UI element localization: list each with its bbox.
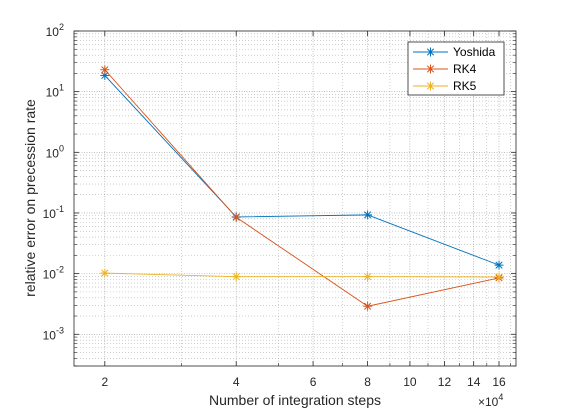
legend-label-rk5: RK5 (453, 79, 477, 93)
x-tick-label: 2 (101, 375, 108, 389)
y-tick-label: 100 (46, 143, 64, 160)
data-point-rk5 (363, 272, 373, 282)
y-tick-label: 10-3 (43, 325, 64, 342)
series-layer (100, 65, 504, 311)
data-point-yoshida (363, 210, 373, 220)
x-axis-multiplier-base: ×10 (478, 395, 499, 409)
x-tick-label: 10 (403, 375, 417, 389)
y-tick-label: 10-1 (43, 204, 64, 221)
data-point-rk5 (494, 272, 504, 282)
y-tick-label: 10-2 (43, 265, 64, 282)
data-point-rk4 (231, 212, 241, 222)
series-line-rk5 (104, 272, 500, 278)
x-axis-multiplier: ×104 (478, 392, 503, 409)
series-line-yoshida (104, 75, 500, 266)
x-tick-label: 8 (364, 375, 371, 389)
data-point-rk4 (363, 301, 373, 311)
legend-marker-rk5 (426, 81, 435, 91)
x-tick-label: 4 (233, 375, 240, 389)
x-axis-label: Number of integration steps (209, 392, 381, 408)
legend-label-rk4: RK4 (453, 62, 477, 76)
x-tick-label: 14 (467, 375, 481, 389)
x-tick-label: 16 (492, 375, 506, 389)
x-tick-label: 12 (438, 375, 452, 389)
legend-marker-yoshida (426, 47, 435, 57)
data-point-rk5 (231, 272, 241, 282)
y-axis-label: relative error on precession rate (22, 99, 38, 297)
series-line-rk4 (104, 69, 500, 307)
plot-frame (73, 30, 517, 367)
legend: Yoshida RK4 RK5 (407, 41, 505, 96)
legend-marker-rk4 (426, 64, 435, 74)
x-axis-multiplier-exponent: 4 (498, 392, 503, 402)
y-tick-label: 102 (46, 22, 64, 39)
data-point-rk5 (100, 268, 110, 278)
legend-label-yoshida: Yoshida (453, 45, 496, 59)
y-tick-label: 101 (46, 83, 64, 100)
data-point-yoshida (494, 260, 504, 270)
ticks: 10-3 10-2 10-1 100 101 102 2 4 6 8 10 12 14 16 (43, 22, 516, 389)
data-point-rk4 (100, 65, 110, 75)
x-tick-label: 6 (310, 375, 317, 389)
